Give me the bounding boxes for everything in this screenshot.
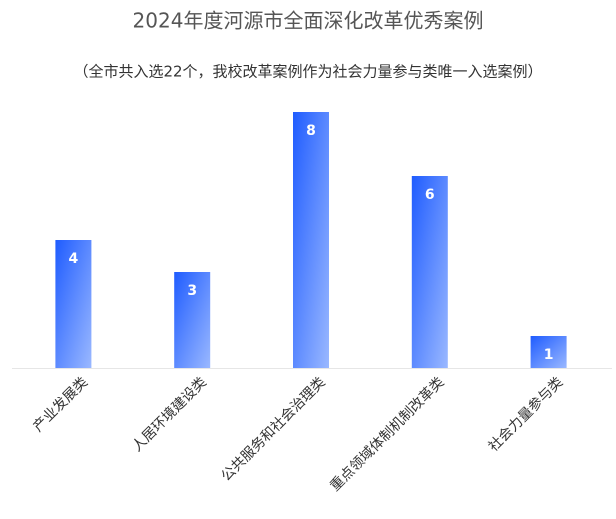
value-label: 6	[425, 187, 435, 203]
value-label: 1	[544, 347, 554, 363]
bar	[55, 240, 92, 368]
bar	[293, 112, 329, 368]
value-label: 3	[187, 283, 197, 299]
x-tick-label: 重点领域体制机制改革类	[327, 374, 447, 494]
bar	[530, 336, 567, 368]
value-label: 4	[69, 251, 79, 267]
bar	[174, 272, 211, 368]
x-tick-label: 产业发展类	[30, 374, 91, 435]
x-tick-label: 公共服务和社会治理类	[218, 374, 328, 484]
x-tick-label: 人居环境建设类	[129, 374, 210, 455]
value-label: 8	[306, 123, 316, 139]
chart-title: 2024年度河源市全面深化改革优秀案例	[133, 9, 484, 33]
x-tick-label: 社会力量参与类	[485, 374, 566, 455]
chart-subtitle: （全市共入选22个，我校改革案例作为社会力量参与类唯一入选案例）	[73, 63, 542, 81]
bar	[411, 176, 448, 368]
